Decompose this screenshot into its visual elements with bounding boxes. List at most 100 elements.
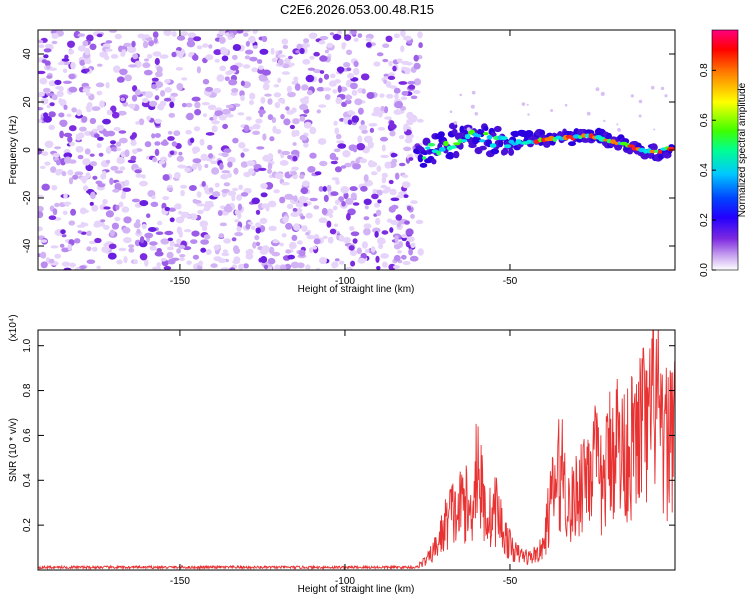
noise-blob bbox=[68, 86, 78, 93]
noise-blob bbox=[162, 196, 170, 201]
noise-blob bbox=[208, 44, 213, 49]
noise-blob bbox=[38, 211, 44, 219]
noise-blob bbox=[125, 218, 131, 224]
noise-blob bbox=[334, 127, 340, 135]
noise-blob bbox=[326, 42, 333, 48]
noise-blob bbox=[305, 232, 310, 236]
noise-blob bbox=[95, 82, 105, 88]
noise-blob bbox=[234, 232, 244, 237]
noise-blob bbox=[405, 228, 414, 236]
noise-blob bbox=[40, 261, 48, 269]
noise-blob bbox=[408, 248, 413, 256]
noise-blob bbox=[79, 265, 87, 270]
noise-blob bbox=[178, 244, 186, 249]
noise-blob bbox=[298, 195, 307, 204]
noise-blob bbox=[54, 253, 62, 259]
faint-dot bbox=[449, 110, 453, 113]
noise-blob bbox=[282, 44, 289, 50]
noise-blob bbox=[56, 90, 64, 98]
noise-blob bbox=[388, 72, 395, 77]
noise-blob bbox=[375, 217, 381, 226]
signal-blob bbox=[419, 162, 428, 168]
noise-blob bbox=[253, 163, 262, 170]
noise-blob bbox=[252, 30, 258, 34]
noise-blob bbox=[342, 150, 351, 158]
noise-blob bbox=[398, 241, 403, 248]
noise-blob bbox=[184, 214, 192, 218]
noise-blob bbox=[91, 204, 99, 212]
noise-blob bbox=[192, 150, 197, 154]
noise-blob bbox=[273, 84, 280, 88]
noise-blob bbox=[185, 102, 193, 108]
noise-blob bbox=[298, 249, 306, 257]
noise-blob bbox=[418, 42, 423, 49]
noise-blob bbox=[198, 260, 204, 266]
noise-blob bbox=[116, 147, 122, 152]
noise-blob bbox=[257, 167, 267, 171]
noise-blob bbox=[417, 118, 424, 123]
noise-blob bbox=[255, 222, 262, 228]
noise-blob bbox=[200, 239, 210, 245]
noise-blob bbox=[54, 79, 62, 86]
noise-blob bbox=[174, 172, 181, 179]
noise-blob bbox=[110, 146, 119, 152]
noise-blob bbox=[356, 143, 366, 151]
noise-blob bbox=[403, 123, 409, 128]
noise-blob bbox=[105, 40, 113, 44]
noise-blob bbox=[219, 222, 227, 227]
noise-blob bbox=[361, 88, 366, 94]
noise-blob bbox=[89, 161, 98, 167]
noise-blob bbox=[43, 112, 49, 118]
noise-blob bbox=[221, 252, 230, 257]
noise-blob bbox=[127, 103, 136, 108]
noise-blob bbox=[255, 118, 263, 124]
noise-blob bbox=[129, 135, 136, 140]
faint-dot bbox=[466, 127, 471, 132]
noise-blob bbox=[102, 170, 107, 177]
noise-blob bbox=[413, 78, 422, 86]
noise-blob bbox=[262, 154, 272, 162]
noise-blob bbox=[299, 115, 306, 122]
noise-blob bbox=[219, 162, 224, 170]
colorbar-ticks: 0.0 0.2 0.4 0.6 0.8 bbox=[699, 63, 716, 277]
noise-blob bbox=[123, 256, 128, 264]
noise-blob bbox=[240, 152, 245, 158]
noise-blob bbox=[130, 155, 137, 161]
noise-blob bbox=[231, 54, 238, 61]
noise-blob bbox=[267, 114, 274, 121]
noise-blob bbox=[191, 96, 201, 102]
noise-blob bbox=[353, 37, 359, 42]
noise-blob bbox=[46, 75, 53, 79]
noise-blob bbox=[299, 103, 308, 111]
noise-blob bbox=[318, 40, 326, 45]
noise-blob bbox=[381, 230, 389, 235]
noise-blob bbox=[62, 210, 68, 215]
noise-blob bbox=[376, 190, 381, 194]
noise-blob bbox=[290, 211, 300, 218]
noise-blob bbox=[319, 257, 327, 265]
noise-blob bbox=[364, 249, 370, 254]
noise-blob bbox=[82, 179, 87, 184]
noise-blob bbox=[344, 34, 352, 41]
noise-blob bbox=[363, 135, 373, 143]
noise-blob bbox=[317, 138, 327, 145]
noise-blob bbox=[255, 209, 261, 215]
noise-blob bbox=[286, 203, 294, 209]
noise-blob bbox=[154, 57, 160, 66]
noise-blob bbox=[377, 237, 386, 245]
noise-blob bbox=[249, 92, 256, 100]
noise-blob bbox=[240, 95, 245, 102]
noise-blob bbox=[93, 133, 100, 138]
noise-blob bbox=[401, 181, 411, 189]
noise-blob bbox=[271, 251, 281, 257]
noise-blob bbox=[118, 247, 127, 252]
noise-blob bbox=[186, 40, 196, 48]
noise-blob bbox=[398, 135, 405, 140]
noise-blob bbox=[252, 241, 257, 249]
noise-blob bbox=[291, 166, 299, 171]
noise-blob bbox=[336, 140, 345, 144]
noise-blob bbox=[299, 97, 308, 103]
signal-blob bbox=[431, 158, 437, 165]
snr-panel: -150 -100 -50 0.2 0.4 0.6 0.8 1.0 Height of st… bbox=[8, 314, 676, 595]
noise-blob bbox=[84, 130, 92, 136]
